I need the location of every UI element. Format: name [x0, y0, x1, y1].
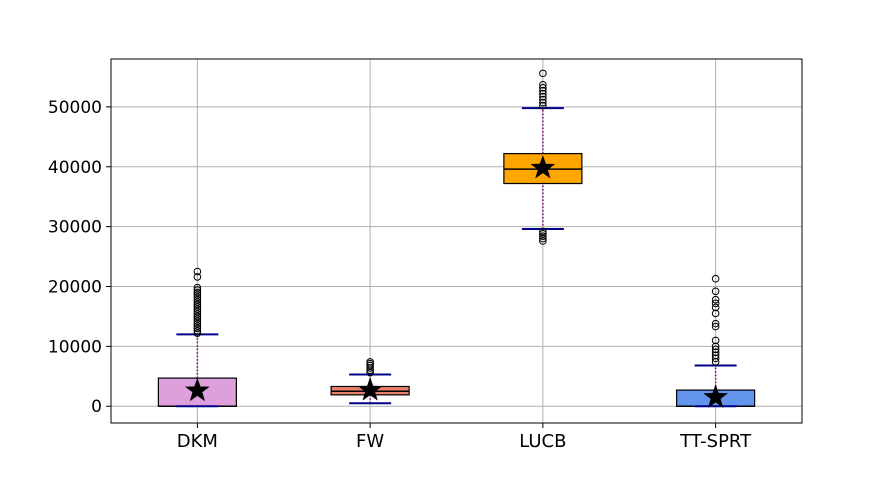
outlier-point: [539, 234, 547, 243]
outlier-point: [539, 98, 547, 107]
outlier-point: [711, 336, 720, 345]
x-tick-label: FW: [356, 431, 384, 452]
outlier-point: [193, 291, 202, 299]
outlier-point: [193, 317, 202, 326]
outlier-point: [711, 295, 720, 304]
outlier-point: [193, 312, 202, 321]
x-tick-label: TT-SPRT: [679, 431, 752, 452]
mean-star-marker: [185, 377, 210, 402]
outlier-point: [193, 324, 202, 333]
outlier-point: [193, 288, 202, 297]
outlier-point: [539, 92, 547, 101]
outlier-point: [539, 227, 547, 236]
outlier-point: [539, 86, 547, 95]
outlier-point: [193, 293, 202, 302]
outlier-point: [711, 351, 720, 360]
outlier-point: [366, 358, 374, 366]
outlier-point: [366, 364, 374, 372]
outlier-point: [711, 348, 720, 357]
outlier-point: [193, 327, 202, 335]
outlier-point: [193, 305, 202, 314]
outlier-point: [539, 101, 547, 110]
outlier-point: [193, 310, 202, 318]
outlier-point: [193, 267, 202, 276]
plot-frame: [110, 58, 803, 424]
outlier-point: [711, 303, 720, 312]
outlier-point: [193, 329, 202, 337]
y-tick-label: 0: [91, 397, 102, 417]
outlier-point: [711, 309, 720, 318]
outlier-point: [711, 354, 720, 363]
mean-star-marker: [530, 154, 556, 179]
x-tick-label: DKM: [177, 431, 218, 452]
outlier-point: [193, 295, 202, 304]
outlier-point: [711, 322, 720, 331]
outlier-point: [193, 322, 202, 330]
outlier-point: [193, 286, 202, 294]
outlier-point: [193, 303, 202, 311]
outlier-point: [539, 237, 547, 245]
outlier-point: [539, 80, 547, 89]
outlier-point: [711, 319, 720, 328]
outlier-point: [539, 95, 547, 104]
outlier-point: [539, 89, 547, 98]
outlier-point: [193, 283, 202, 292]
outlier-point: [193, 315, 202, 323]
outlier-point: [711, 345, 720, 354]
outlier-point: [539, 230, 547, 238]
outlier-point: [366, 368, 374, 377]
y-tick-label: 20000: [48, 278, 102, 298]
outlier-point: [539, 83, 547, 92]
y-tick-label: 10000: [48, 337, 102, 357]
outlier-point: [539, 232, 547, 241]
x-tick-label: LUCB: [519, 431, 566, 452]
outlier-point: [193, 298, 202, 306]
outlier-point: [193, 273, 202, 281]
outlier-point: [711, 274, 720, 283]
y-tick-label: 50000: [48, 98, 102, 118]
y-tick-label: 40000: [48, 158, 102, 178]
outlier-point: [539, 69, 547, 78]
outlier-point: [193, 307, 202, 316]
y-tick-label: 30000: [48, 218, 102, 238]
outlier-point: [711, 299, 720, 308]
outlier-point: [193, 300, 202, 309]
mean-star-marker: [357, 377, 383, 401]
outlier-point: [711, 342, 720, 351]
mean-star-marker: [703, 384, 728, 408]
outlier-point: [711, 287, 720, 296]
outlier-point: [193, 319, 202, 328]
